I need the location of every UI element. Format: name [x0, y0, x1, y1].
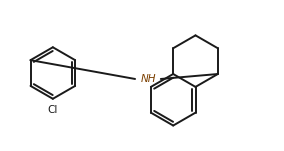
Text: Cl: Cl: [48, 105, 58, 115]
Text: NH: NH: [141, 74, 156, 84]
